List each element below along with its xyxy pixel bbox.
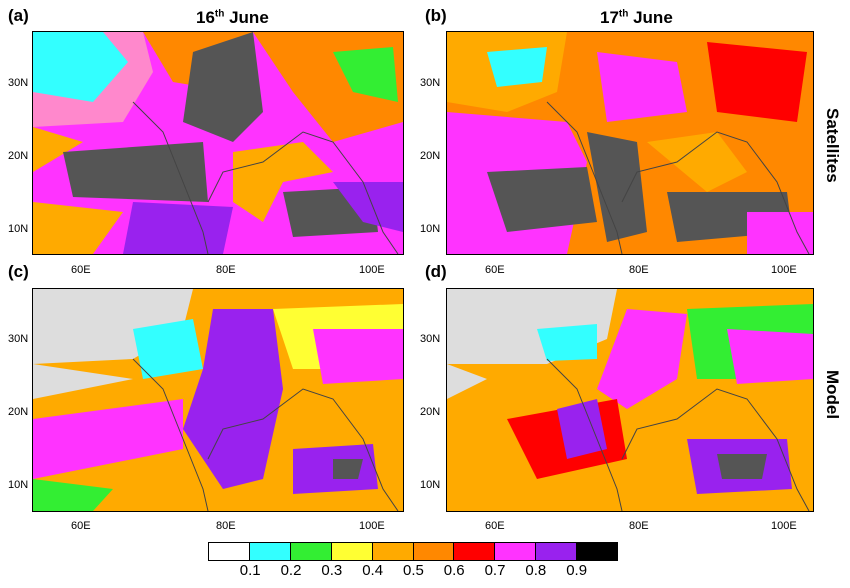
map-b xyxy=(447,32,813,254)
date-suffix-b: th xyxy=(618,8,629,20)
colorbar-box-5 xyxy=(413,543,455,560)
lon-label-100e-c: 100E xyxy=(359,520,385,532)
lon-label-100e-a: 100E xyxy=(359,264,385,276)
colorbar-box-2 xyxy=(290,543,332,560)
panel-label-a: (a) xyxy=(8,6,29,25)
map-panel-d xyxy=(446,288,814,512)
colorbar-box-8 xyxy=(536,543,578,560)
lat-label-10n-d: 10N xyxy=(420,479,441,491)
lat-label-30n-b: 30N xyxy=(420,77,441,89)
colorbar-box-0 xyxy=(209,543,250,560)
lat-label-10n-a: 10N xyxy=(8,223,29,235)
colorbar-label-5: 0.6 xyxy=(443,562,465,579)
lat-label-20n-c: 20N xyxy=(8,406,29,418)
date-month-b: June xyxy=(628,8,673,27)
panel-label-c: (c) xyxy=(8,262,29,281)
lon-label-100e-b: 100E xyxy=(771,264,797,276)
colorbar-box-1 xyxy=(249,543,291,560)
lat-label-10n-c: 10N xyxy=(8,479,29,491)
date-month-a: June xyxy=(224,8,269,27)
colorbar-label-8: 0.9 xyxy=(566,562,588,579)
lat-label-20n-d: 20N xyxy=(420,406,441,418)
lon-label-60e-c: 60E xyxy=(71,520,91,532)
lon-label-60e-d: 60E xyxy=(485,520,505,532)
panel-label-b: (b) xyxy=(425,6,447,25)
lon-label-100e-d: 100E xyxy=(771,520,797,532)
colorbar-box-3 xyxy=(331,543,373,560)
lat-label-20n-a: 20N xyxy=(8,150,29,162)
map-a xyxy=(33,32,403,254)
lat-label-30n-a: 30N xyxy=(8,77,29,89)
panel-title-a: 16th June xyxy=(196,8,269,28)
colorbar-label-0: 0.1 xyxy=(239,562,261,579)
map-panel-c xyxy=(32,288,404,512)
date-suffix-a: th xyxy=(214,8,225,20)
colorbar-box-9 xyxy=(577,543,618,560)
panel-label-d: (d) xyxy=(425,262,447,281)
date-day-b: 17 xyxy=(600,8,619,27)
lon-label-80e-b: 80E xyxy=(629,264,649,276)
colorbar-label-7: 0.8 xyxy=(525,562,547,579)
lon-label-80e-c: 80E xyxy=(216,520,236,532)
lon-label-80e-a: 80E xyxy=(216,264,236,276)
colorbar-box-7 xyxy=(495,543,537,560)
lon-label-60e-a: 60E xyxy=(71,264,91,276)
map-panel-b xyxy=(446,31,814,255)
colorbar-box-4 xyxy=(372,543,414,560)
lat-label-20n-b: 20N xyxy=(420,150,441,162)
colorbar xyxy=(208,542,618,561)
lat-label-30n-d: 30N xyxy=(420,333,441,345)
row-label-satellites: Satellites xyxy=(823,108,842,183)
row-label-model: Model xyxy=(823,370,842,420)
map-d xyxy=(447,289,813,511)
colorbar-label-3: 0.4 xyxy=(362,562,384,579)
lat-label-30n-c: 30N xyxy=(8,333,29,345)
map-c xyxy=(33,289,403,511)
map-panel-a xyxy=(32,31,404,255)
colorbar-box-6 xyxy=(454,543,496,560)
panel-title-b: 17th June xyxy=(600,8,673,28)
lat-label-10n-b: 10N xyxy=(420,223,441,235)
lon-label-80e-d: 80E xyxy=(629,520,649,532)
date-day-a: 16 xyxy=(196,8,215,27)
lon-label-60e-b: 60E xyxy=(485,264,505,276)
colorbar-label-6: 0.7 xyxy=(484,562,506,579)
colorbar-label-4: 0.5 xyxy=(403,562,424,579)
colorbar-label-1: 0.2 xyxy=(280,562,302,579)
colorbar-label-2: 0.3 xyxy=(321,562,343,579)
